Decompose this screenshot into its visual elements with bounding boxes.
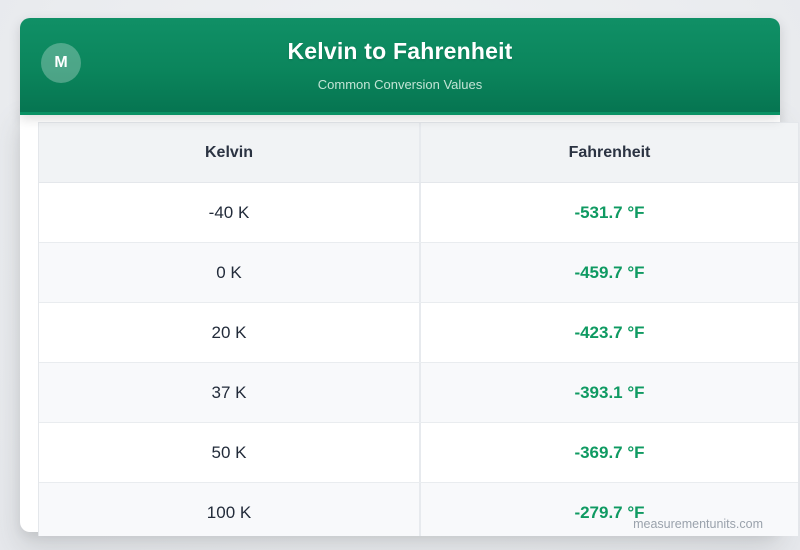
avatar-letter: M <box>54 54 68 71</box>
kelvin-cell: 37 K <box>39 363 421 422</box>
table-row: -40 K -531.7 °F <box>39 183 798 243</box>
avatar: M <box>41 43 81 83</box>
kelvin-cell: 100 K <box>39 483 421 536</box>
table-row: 0 K -459.7 °F <box>39 243 798 303</box>
card-header: M Kelvin to Fahrenheit Common Conversion… <box>20 18 780 115</box>
table-row: 100 K -279.7 °F <box>39 483 798 536</box>
watermark: measurementunits.com <box>633 517 763 531</box>
page-title: Kelvin to Fahrenheit <box>287 38 513 64</box>
fahrenheit-cell: -459.7 °F <box>574 262 645 282</box>
fahrenheit-cell: -369.7 °F <box>574 442 645 462</box>
page-subtitle: Common Conversion Values <box>317 77 483 92</box>
fahrenheit-cell: -393.1 °F <box>574 382 645 402</box>
table-row: 20 K -423.7 °F <box>39 303 798 363</box>
table-row: 37 K -393.1 °F <box>39 363 798 423</box>
fahrenheit-cell: -531.7 °F <box>574 202 645 222</box>
kelvin-cell: -40 K <box>39 183 421 242</box>
table-header-row: Kelvin Fahrenheit <box>39 123 798 183</box>
kelvin-cell: 50 K <box>39 423 421 482</box>
table-row: 50 K -369.7 °F <box>39 423 798 483</box>
fahrenheit-cell: -279.7 °F <box>574 502 645 522</box>
kelvin-cell: 0 K <box>39 243 421 302</box>
conversion-table: Kelvin Fahrenheit -40 K -531.7 °F 0 K -4… <box>38 122 799 536</box>
column-header-kelvin: Kelvin <box>39 123 421 182</box>
table-body: -40 K -531.7 °F 0 K -459.7 °F 20 K -423.… <box>39 183 798 536</box>
fahrenheit-cell: -423.7 °F <box>574 322 645 342</box>
kelvin-cell: 20 K <box>39 303 421 362</box>
column-header-fahrenheit: Fahrenheit <box>568 143 651 161</box>
